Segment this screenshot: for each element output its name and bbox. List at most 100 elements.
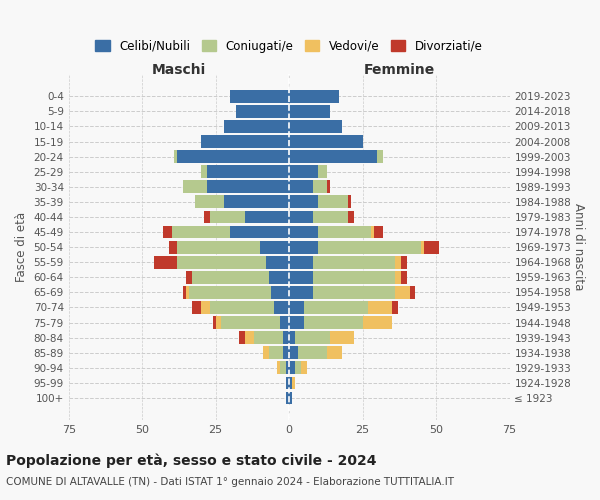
Bar xyxy=(289,376,292,390)
Bar xyxy=(392,301,398,314)
Bar xyxy=(410,286,415,299)
Bar xyxy=(289,346,298,359)
Bar xyxy=(289,226,319,238)
Bar xyxy=(327,346,342,359)
Bar xyxy=(263,346,269,359)
Bar xyxy=(313,210,348,224)
Bar xyxy=(178,240,260,254)
Bar xyxy=(210,210,245,224)
Bar xyxy=(178,256,266,268)
Bar xyxy=(289,120,342,133)
Bar xyxy=(277,362,280,374)
Bar xyxy=(172,226,230,238)
Bar xyxy=(260,240,289,254)
Bar xyxy=(192,301,201,314)
Bar xyxy=(313,271,395,283)
Bar xyxy=(286,376,289,390)
Bar xyxy=(201,301,210,314)
Bar xyxy=(289,256,313,268)
Bar xyxy=(207,180,289,193)
Bar xyxy=(371,226,374,238)
Bar xyxy=(330,331,354,344)
Bar xyxy=(289,196,319,208)
Bar xyxy=(319,226,371,238)
Bar xyxy=(195,196,224,208)
Bar xyxy=(192,271,269,283)
Text: Femmine: Femmine xyxy=(364,62,435,76)
Bar xyxy=(401,256,407,268)
Bar xyxy=(189,286,271,299)
Bar xyxy=(289,316,304,329)
Bar xyxy=(289,166,319,178)
Bar xyxy=(245,210,289,224)
Bar xyxy=(298,346,327,359)
Bar xyxy=(348,210,354,224)
Bar xyxy=(421,240,424,254)
Legend: Celibi/Nubili, Coniugati/e, Vedovi/e, Divorziati/e: Celibi/Nubili, Coniugati/e, Vedovi/e, Di… xyxy=(91,35,487,58)
Bar xyxy=(289,286,313,299)
Bar xyxy=(210,301,274,314)
Bar xyxy=(224,196,289,208)
Bar xyxy=(289,135,362,148)
Bar xyxy=(395,256,401,268)
Bar xyxy=(178,150,289,163)
Bar xyxy=(230,226,289,238)
Bar xyxy=(395,271,401,283)
Bar xyxy=(269,271,289,283)
Bar xyxy=(289,331,295,344)
Text: Popolazione per età, sesso e stato civile - 2024: Popolazione per età, sesso e stato civil… xyxy=(6,454,377,468)
Bar xyxy=(286,362,289,374)
Bar xyxy=(207,166,289,178)
Bar xyxy=(283,331,289,344)
Bar xyxy=(348,196,351,208)
Bar xyxy=(304,301,368,314)
Bar xyxy=(186,286,189,299)
Bar xyxy=(368,301,392,314)
Bar xyxy=(289,150,377,163)
Bar xyxy=(163,226,172,238)
Bar xyxy=(212,316,215,329)
Bar xyxy=(289,210,313,224)
Bar xyxy=(286,392,289,404)
Bar xyxy=(295,362,301,374)
Bar xyxy=(280,362,286,374)
Bar xyxy=(289,362,295,374)
Bar xyxy=(401,271,407,283)
Bar xyxy=(289,301,304,314)
Bar xyxy=(175,150,178,163)
Bar xyxy=(313,180,327,193)
Bar xyxy=(183,286,186,299)
Bar xyxy=(304,316,362,329)
Bar xyxy=(280,316,289,329)
Bar xyxy=(239,331,245,344)
Bar xyxy=(245,331,254,344)
Bar xyxy=(289,180,313,193)
Bar xyxy=(327,180,330,193)
Bar xyxy=(289,271,313,283)
Bar xyxy=(271,286,289,299)
Bar xyxy=(154,256,178,268)
Bar xyxy=(377,150,383,163)
Bar xyxy=(201,166,207,178)
Bar xyxy=(313,256,395,268)
Bar xyxy=(362,316,392,329)
Bar xyxy=(319,166,327,178)
Bar xyxy=(295,331,330,344)
Bar xyxy=(269,346,283,359)
Bar xyxy=(289,90,339,102)
Bar xyxy=(274,301,289,314)
Y-axis label: Fasce di età: Fasce di età xyxy=(15,212,28,282)
Bar xyxy=(254,331,283,344)
Bar xyxy=(424,240,439,254)
Bar xyxy=(319,196,348,208)
Text: Maschi: Maschi xyxy=(152,62,206,76)
Bar xyxy=(230,90,289,102)
Bar xyxy=(374,226,383,238)
Bar xyxy=(289,105,330,118)
Bar xyxy=(395,286,410,299)
Bar xyxy=(289,240,319,254)
Bar xyxy=(221,316,280,329)
Bar xyxy=(313,286,395,299)
Text: COMUNE DI ALTAVALLE (TN) - Dati ISTAT 1° gennaio 2024 - Elaborazione TUTTITALIA.: COMUNE DI ALTAVALLE (TN) - Dati ISTAT 1°… xyxy=(6,477,454,487)
Bar xyxy=(289,392,292,404)
